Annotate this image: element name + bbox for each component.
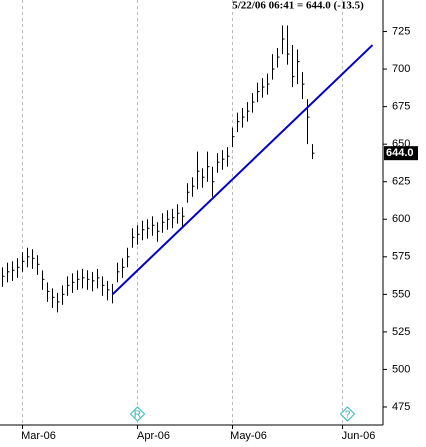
- last-price-label: 644.0: [386, 147, 414, 159]
- y-tick-label: 525: [392, 326, 410, 338]
- x-tick-label: Apr-06: [137, 430, 170, 442]
- y-tick-label: 500: [392, 363, 410, 375]
- y-tick-label: 550: [392, 288, 410, 300]
- y-tick-label: 700: [392, 63, 410, 75]
- y-tick-label: 600: [392, 213, 410, 225]
- y-tick-label: 575: [392, 251, 410, 263]
- x-tick-label: May-06: [230, 430, 267, 442]
- y-tick-label: 625: [392, 176, 410, 188]
- chart-title: 5/22/06 06:41 = 644.0 (-13.5): [232, 0, 364, 12]
- trendline: [111, 44, 374, 296]
- event-label: R: [134, 410, 141, 421]
- y-tick-label: 475: [392, 401, 410, 413]
- x-tick-label: Mar-06: [21, 430, 56, 442]
- event-label: ?: [345, 410, 351, 421]
- x-tick-label: Jun-06: [342, 430, 376, 442]
- y-tick-label: 725: [392, 25, 410, 37]
- event-marker: [129, 406, 146, 422]
- last-price-tag: [384, 146, 418, 161]
- y-tick-label: 675: [392, 101, 410, 113]
- event-marker: [339, 406, 356, 422]
